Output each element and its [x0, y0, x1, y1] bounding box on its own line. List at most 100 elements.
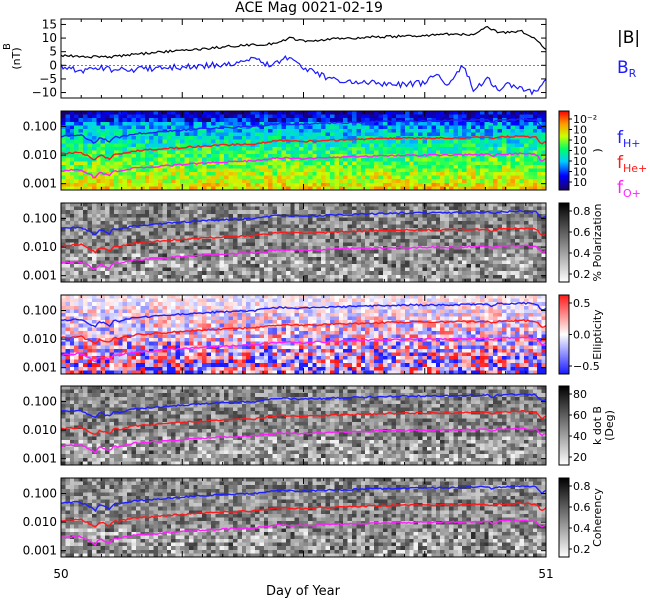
spectrogram-cell: [365, 168, 370, 173]
spectrogram-cell: [334, 264, 340, 268]
spectrogram-cell: [312, 128, 318, 133]
spectrogram-cell: [462, 256, 467, 261]
spectrogram-cell: [479, 161, 485, 166]
spectrogram-cell: [255, 186, 260, 190]
spectrogram-cell: [479, 224, 485, 229]
spectrogram-cell: [440, 242, 445, 247]
spectrogram-cell: [497, 172, 503, 176]
spectrogram-cell: [444, 114, 450, 119]
spectrogram-cell: [493, 246, 498, 250]
spectrogram-cell: [325, 260, 331, 265]
spectrogram-cell: [105, 164, 110, 169]
spectrogram-cell: [188, 249, 194, 254]
spectrogram-cell: [158, 224, 163, 229]
y-tick-label: 5: [49, 45, 57, 59]
spectrogram-cell: [466, 150, 472, 155]
spectrogram-cell: [347, 150, 353, 155]
spectrogram-cell: [316, 231, 322, 236]
spectrogram-cell: [435, 274, 441, 279]
spectrogram-cell: [307, 220, 313, 225]
spectrogram-cell: [475, 278, 481, 282]
spectrogram-cell: [374, 217, 379, 222]
spectrogram-cell: [268, 132, 273, 137]
spectrogram-cell: [329, 136, 335, 141]
spectrogram-cell: [285, 182, 291, 187]
spectrogram-cell: [418, 264, 423, 268]
spectrogram-cell: [224, 164, 229, 169]
spectrogram-cell: [484, 161, 489, 166]
spectrogram-cell: [475, 267, 481, 272]
spectrogram-cell: [122, 264, 128, 268]
spectrogram-cell: [277, 264, 282, 268]
spectrogram-cell: [131, 217, 137, 222]
spectrogram-cell: [285, 150, 291, 155]
spectrogram-cell: [435, 118, 441, 123]
spectrogram-cell: [457, 172, 463, 176]
spectrogram-cell: [307, 210, 313, 215]
spectrogram-cell: [396, 249, 401, 254]
spectrogram-cell: [65, 132, 71, 137]
spectrogram-cell: [281, 154, 287, 158]
spectrogram-cell: [396, 121, 401, 126]
spectrogram-cell: [493, 168, 498, 173]
spectrogram-cell: [277, 271, 282, 276]
spectrogram-cell: [162, 182, 168, 187]
spectrogram-cell: [171, 168, 176, 173]
spectrogram-cell: [435, 164, 441, 169]
spectrogram-cell: [259, 213, 265, 218]
spectrogram-cell: [162, 206, 168, 211]
spectrogram-cell: [180, 253, 185, 258]
spectrogram-cell: [501, 146, 507, 151]
spectrogram-cell: [426, 111, 432, 115]
spectrogram-cell: [391, 143, 397, 148]
spectrogram-cell: [532, 256, 538, 261]
spectrogram-cell: [100, 157, 106, 162]
spectrogram-cell: [457, 235, 463, 240]
spectrogram-cell: [369, 150, 375, 155]
spectrogram-cell: [175, 206, 181, 211]
spectrogram-cell: [255, 161, 260, 166]
spectrogram-cell: [422, 128, 428, 133]
spectrogram-cell: [118, 217, 124, 222]
spectrogram-cell: [400, 172, 406, 176]
spectrogram-cell: [100, 217, 106, 222]
spectrogram-cell: [219, 203, 225, 207]
spectrogram-cell: [479, 278, 485, 282]
spectrogram-cell: [175, 260, 181, 265]
spectrogram-cell: [140, 235, 146, 240]
spectrogram-cell: [294, 175, 300, 180]
spectrogram-cell: [523, 274, 529, 279]
spectrogram-cell: [228, 154, 234, 158]
spectrogram-cell: [215, 220, 221, 225]
spectrogram-cell: [255, 139, 260, 144]
spectrogram-cell: [352, 132, 357, 137]
spectrogram-cell: [78, 118, 84, 123]
spectrogram-cell: [272, 146, 278, 151]
spectrogram-cell: [184, 132, 190, 137]
spectrogram-cell: [506, 186, 512, 190]
spectrogram-cell: [100, 206, 106, 211]
spectrogram-cell: [202, 118, 207, 123]
spectrogram-cell: [329, 210, 335, 215]
spectrogram-cell: [215, 206, 221, 211]
spectrogram-cell: [241, 132, 247, 137]
spectrogram-cell: [537, 206, 542, 211]
spectrogram-cell: [109, 175, 115, 180]
spectrogram-cell: [118, 111, 124, 115]
spectrogram-cell: [515, 274, 520, 279]
spectrogram-cell: [149, 118, 154, 123]
spectrogram-cell: [444, 157, 450, 162]
spectrogram-cell: [87, 150, 93, 155]
spectrogram-cell: [422, 217, 428, 222]
spectrogram-cell: [541, 128, 546, 133]
spectrogram-cell: [171, 182, 176, 187]
spectrogram-cell: [109, 271, 115, 276]
spectrogram-cell: [237, 206, 243, 211]
spectrogram-cell: [118, 182, 124, 187]
spectrogram-cell: [497, 139, 503, 144]
spectrogram-cell: [369, 242, 375, 247]
spectrogram-cell: [188, 172, 194, 176]
spectrogram-cell: [65, 249, 71, 254]
spectrogram-cell: [246, 179, 251, 184]
